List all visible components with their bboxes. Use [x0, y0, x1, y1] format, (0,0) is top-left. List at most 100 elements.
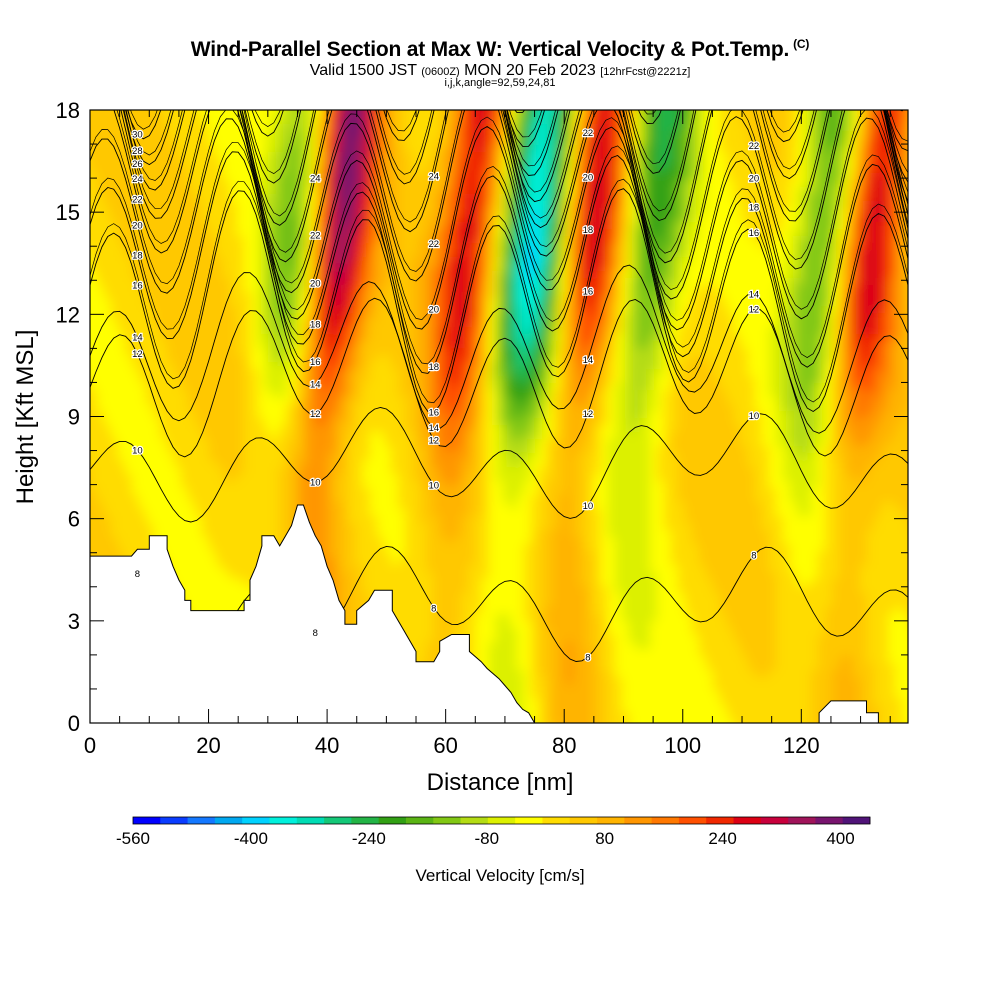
colorbar: -560 -400 -240 -80 80 240 400 — [116, 816, 871, 848]
colorbar-swatch — [160, 817, 188, 824]
colorbar-swatch — [733, 817, 762, 824]
chart-title: Wind-Parallel Section at Max W: Vertical… — [0, 37, 1000, 62]
contour-label: 30 — [132, 130, 143, 141]
contour-label: 18 — [310, 319, 321, 330]
contour-label: 20 — [310, 278, 321, 289]
contour-label: 16 — [310, 357, 321, 368]
theta-contour-25 — [122, 110, 908, 254]
contour-label: 14 — [749, 289, 760, 300]
colorbar-tick-label: -240 — [352, 829, 386, 848]
colorbar-tick-label: -80 — [474, 829, 499, 848]
chart-title-text: Wind-Parallel Section at Max W: Vertical… — [190, 38, 790, 61]
theta-contour-28 — [125, 110, 908, 184]
theta-contour-12 — [90, 297, 908, 458]
valid-date: MON 20 Feb 2023 — [464, 62, 596, 79]
theta-contour-16 — [90, 188, 908, 413]
contour-label: 16 — [132, 281, 143, 292]
contour-label: 22 — [429, 239, 440, 250]
contour-label: 24 — [132, 174, 143, 185]
contour-label: 10 — [132, 445, 143, 456]
contour-label: 20 — [429, 304, 440, 315]
contour-label: 20 — [749, 173, 760, 184]
grid-indices: i,j,k,angle=92,59,24,81 — [444, 77, 556, 89]
x-tick-label: 120 — [783, 733, 820, 758]
x-tick-label: 60 — [433, 733, 457, 758]
terrain — [89, 504, 908, 724]
colorbar-frame — [132, 816, 871, 825]
colorbar-tick-label: -400 — [234, 829, 268, 848]
contour-label: 18 — [749, 202, 760, 213]
x-tick-label: 0 — [84, 733, 96, 758]
colorbar-swatch — [324, 817, 352, 824]
contour-label: 10 — [749, 411, 760, 422]
colorbar-swatch — [378, 817, 407, 824]
colorbar-swatch — [651, 817, 680, 824]
title-tag: (C) — [793, 37, 810, 51]
contour-label: 24 — [310, 173, 321, 184]
contour-label: 12 — [132, 349, 143, 360]
colorbar-swatch — [597, 817, 625, 824]
theta-contour-10 — [90, 407, 908, 523]
theta-contour-18 — [90, 151, 908, 374]
colorbar-swatch — [351, 817, 380, 824]
contour-label: 14 — [310, 379, 321, 390]
colorbar-swatch — [487, 817, 516, 824]
contour-label: 10 — [583, 501, 594, 512]
colorbar-swatch — [706, 817, 734, 824]
valid-time: Valid 1500 JST — [309, 62, 417, 79]
colorbar-swatch — [214, 817, 243, 824]
y-tick-label: 3 — [68, 609, 80, 634]
contour-label: 14 — [429, 423, 440, 434]
contour-label: 12 — [749, 305, 760, 316]
contour-label: 20 — [583, 172, 594, 183]
theta-contour-19 — [90, 141, 908, 365]
contour-label: 28 — [132, 146, 143, 157]
y-tick-label: 9 — [68, 405, 80, 430]
contour-label: 16 — [429, 408, 440, 419]
colorbar-swatch — [433, 817, 461, 824]
theta-contour-23 — [116, 110, 908, 291]
contour-label: 20 — [132, 221, 143, 232]
contour-label: 18 — [429, 362, 440, 373]
contour-label: 22 — [583, 128, 594, 139]
theta-contour-22 — [113, 110, 908, 300]
colorbar-swatch — [515, 817, 543, 824]
theta-contour-26 — [123, 110, 908, 226]
contour-label: 14 — [583, 355, 594, 366]
theta-contour-20 — [90, 117, 908, 331]
x-tick-label: 80 — [552, 733, 576, 758]
axes: 0 20 40 60 80 100 120 0 3 6 9 12 15 18 — [56, 98, 908, 758]
contour-label: 8 — [431, 603, 436, 614]
colorbar-tick-label: 80 — [595, 829, 614, 848]
contour-label: 8 — [585, 653, 590, 664]
contour-label: 16 — [583, 286, 594, 297]
theta-contour-21 — [90, 110, 908, 321]
theta-contour-33 — [90, 0, 908, 103]
contour-label: 12 — [310, 409, 321, 420]
colorbar-swatch — [842, 817, 871, 824]
contour-label: 22 — [132, 194, 143, 205]
y-tick-label: 12 — [56, 302, 80, 327]
forecast-info: [12hrFcst@2221z] — [600, 66, 691, 78]
y-tick-label: 0 — [68, 711, 80, 736]
colorbar-swatch — [542, 817, 571, 824]
contour-label: 8 — [313, 628, 318, 639]
contour-label: 10 — [429, 480, 440, 491]
contour-label: 22 — [310, 231, 321, 242]
y-tick-label: 15 — [56, 200, 80, 225]
y-tick-label: 6 — [68, 507, 80, 532]
contour-label: 8 — [751, 551, 756, 562]
colorbar-swatch — [569, 817, 598, 824]
theta-contour-32 — [136, 110, 904, 113]
colorbar-swatch — [788, 817, 816, 824]
colorbar-swatch — [678, 817, 707, 824]
colorbar-label: Vertical Velocity [cm/s] — [415, 866, 584, 885]
contour-label: 26 — [132, 159, 143, 170]
x-tick-label: 20 — [196, 733, 220, 758]
x-tick-label: 100 — [664, 733, 701, 758]
colorbar-swatch — [269, 817, 298, 824]
colorbar-swatch — [133, 817, 161, 824]
